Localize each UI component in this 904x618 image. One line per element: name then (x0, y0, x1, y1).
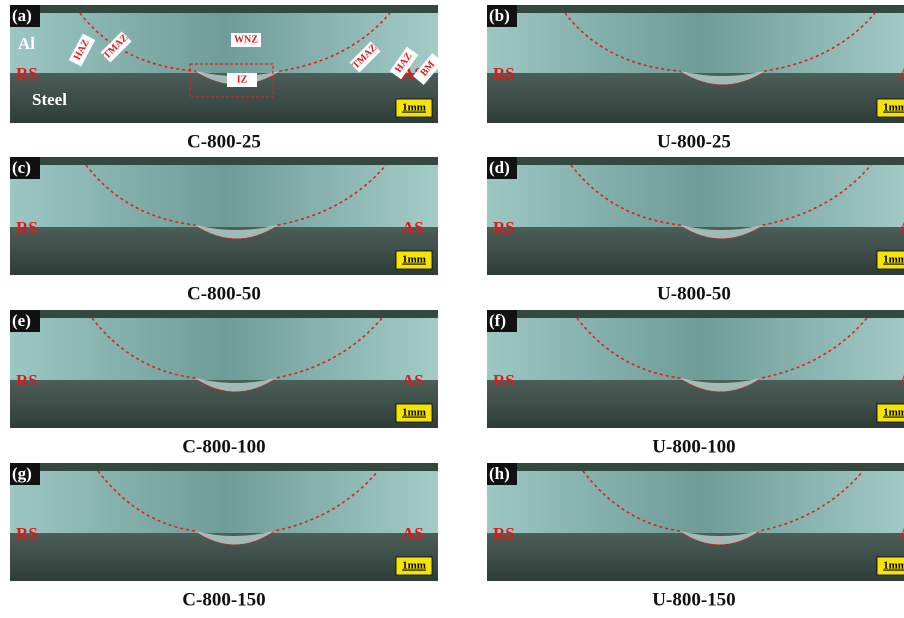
as-label: AS (402, 524, 424, 543)
panel-caption: C-800-25 (187, 131, 261, 152)
panel-label: (c) (12, 158, 31, 177)
rs-label: RS (16, 524, 38, 543)
aluminum-layer (487, 163, 904, 227)
panel: (f) RS AS 1mm (487, 310, 904, 428)
scale-label: 1mm (402, 254, 426, 266)
aluminum-layer (10, 316, 438, 380)
rs-label: RS (16, 371, 38, 390)
rs-label: RS (493, 371, 515, 390)
scale-label: 1mm (402, 102, 426, 114)
aluminum-layer (487, 316, 904, 380)
panel-label: (d) (489, 158, 510, 177)
panel-caption: U-800-25 (657, 131, 731, 152)
top-mount (487, 5, 904, 13)
scale-label: 1mm (402, 560, 426, 572)
panel-caption: C-800-100 (182, 436, 265, 457)
aluminum-layer (487, 11, 904, 73)
panel-caption: U-800-150 (652, 589, 735, 610)
as-label: AS (899, 371, 904, 390)
aluminum-layer (10, 11, 438, 73)
panel-caption: U-800-100 (652, 436, 735, 457)
top-mount (10, 157, 438, 165)
rs-label: RS (16, 64, 38, 83)
panel-label: (f) (489, 311, 506, 330)
top-mount (10, 5, 438, 13)
panel: (c) RS AS 1mm (10, 157, 438, 275)
page: (a)RSAS1mmAlSteelHAZTMAZWNZIZTMAZHAZBMC-… (0, 0, 904, 618)
panel-caption: U-800-50 (657, 283, 731, 304)
panel-caption: C-800-50 (187, 283, 261, 304)
panel-label: (h) (489, 464, 510, 483)
steel-layer (487, 73, 904, 123)
figure: (a)RSAS1mmAlSteelHAZTMAZWNZIZTMAZHAZBMC-… (0, 0, 904, 618)
top-mount (10, 310, 438, 318)
panel-label: (a) (12, 6, 32, 25)
rs-label: RS (493, 218, 515, 237)
rs-label: RS (493, 64, 515, 83)
top-mount (10, 463, 438, 471)
panel-label: (e) (12, 311, 31, 330)
steel-layer (487, 227, 904, 275)
panel-label: (g) (12, 464, 32, 483)
zone-label: WNZ (234, 34, 258, 45)
zone-tag: IZ (227, 73, 257, 87)
as-label: AS (402, 218, 424, 237)
scale-label: 1mm (883, 254, 904, 266)
top-mount (487, 157, 904, 165)
layer-label: Al (18, 34, 35, 53)
layer-label: Steel (32, 90, 67, 109)
as-label: AS (899, 218, 904, 237)
panel: (h) RS AS 1mm (487, 463, 904, 581)
panel-label: (b) (489, 6, 510, 25)
panel: (e) RS AS 1mm (10, 310, 438, 428)
panel-caption: C-800-150 (182, 589, 265, 610)
panel: (b) RS AS 1mm (487, 5, 904, 123)
aluminum-layer (10, 469, 438, 533)
scale-label: 1mm (883, 560, 904, 572)
as-label: AS (899, 524, 904, 543)
scale-label: 1mm (402, 407, 426, 419)
as-label: AS (899, 64, 904, 83)
top-mount (487, 310, 904, 318)
zone-tag: WNZ (231, 33, 261, 47)
as-label: AS (402, 371, 424, 390)
panel: (d) RS AS 1mm (487, 157, 904, 275)
panel: (g) RS AS 1mm (10, 463, 438, 581)
rs-label: RS (16, 218, 38, 237)
zone-label: IZ (237, 74, 248, 85)
aluminum-layer (10, 163, 438, 227)
scale-label: 1mm (883, 407, 904, 419)
scale-label: 1mm (883, 102, 904, 114)
rs-label: RS (493, 524, 515, 543)
aluminum-layer (487, 469, 904, 533)
top-mount (487, 463, 904, 471)
